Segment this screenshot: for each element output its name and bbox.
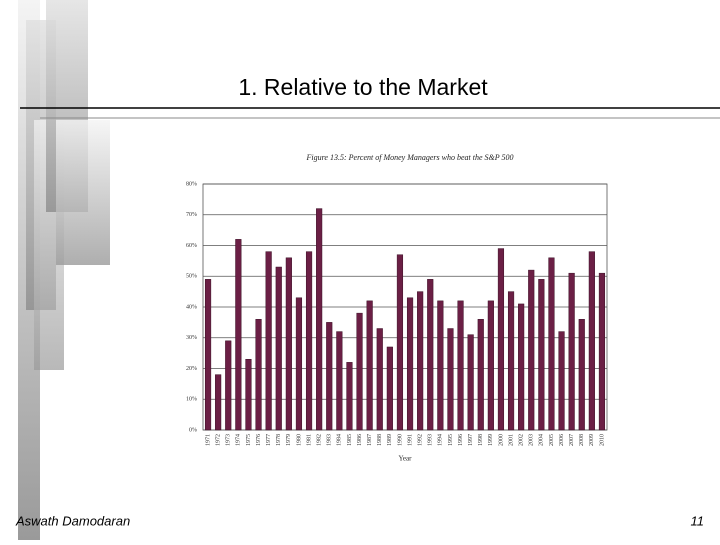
bar (437, 300, 444, 431)
x-tick-label: 1978 (276, 434, 282, 446)
x-tick-label: 1983 (327, 434, 333, 446)
bar (204, 279, 212, 431)
bar (285, 257, 292, 431)
x-tick-label: 1993 (428, 434, 434, 446)
x-tick-label: 1999 (488, 434, 494, 446)
y-tick-label: 30% (186, 335, 197, 341)
bar (538, 279, 545, 431)
y-tick-label: 60% (186, 243, 197, 249)
x-tick-label: 1991 (407, 434, 413, 446)
bar (427, 279, 434, 431)
bar (316, 208, 323, 431)
bar (507, 291, 515, 431)
x-tick-label: 1984 (337, 434, 343, 446)
x-tick-label: 2003 (529, 434, 535, 446)
x-tick-label: 1996 (458, 434, 464, 446)
y-tick-label: 10% (186, 397, 197, 403)
bar (366, 300, 373, 431)
bar (548, 257, 555, 431)
bar (305, 251, 313, 431)
x-tick-label: 1985 (347, 434, 353, 446)
bar (215, 374, 222, 431)
x-tick-label: 2010 (599, 434, 605, 446)
y-tick-label: 20% (186, 366, 197, 372)
x-axis-label: Year (399, 455, 413, 463)
bar (275, 266, 282, 431)
x-tick-label: 2000 (498, 434, 504, 446)
x-tick-label: 1994 (438, 434, 444, 446)
x-tick-label: 2002 (519, 434, 525, 446)
bar (396, 254, 404, 431)
bar (457, 300, 464, 431)
bar (568, 272, 575, 431)
bar (336, 331, 343, 431)
bar (376, 328, 383, 431)
bar (255, 319, 262, 431)
chart-title: Figure 13.5: Percent of Money Managers w… (306, 153, 514, 162)
x-tick-label: 1980 (296, 434, 302, 446)
x-tick-label: 1982 (317, 434, 323, 446)
x-tick-label: 1981 (306, 434, 312, 446)
bar (386, 346, 393, 431)
bar (225, 340, 232, 431)
x-tick-label: 1977 (266, 434, 272, 446)
bar (346, 362, 353, 431)
x-tick-label: 1992 (418, 434, 424, 446)
bar (467, 334, 474, 431)
x-tick-label: 1975 (246, 434, 252, 446)
y-tick-label: 0% (189, 427, 197, 433)
x-tick-label: 1973 (226, 434, 232, 446)
y-tick-label: 50% (186, 274, 197, 280)
x-tick-label: 1976 (256, 434, 262, 446)
x-tick-label: 1986 (357, 434, 363, 446)
x-tick-label: 1972 (216, 434, 222, 446)
x-tick-label: 2008 (579, 434, 585, 446)
bar (487, 300, 494, 431)
x-tick-label: 1989 (387, 434, 393, 446)
x-tick-label: 1979 (286, 434, 292, 446)
x-tick-label: 1995 (448, 434, 454, 446)
bar (588, 251, 595, 431)
bar (356, 312, 363, 431)
bar (578, 319, 585, 431)
bar (598, 272, 606, 431)
decoration (18, 0, 720, 540)
author: Aswath Damodaran (15, 513, 130, 528)
x-tick-label: 2006 (559, 434, 565, 446)
x-tick-label: 1971 (205, 434, 211, 446)
y-tick-label: 80% (186, 181, 197, 187)
x-tick-label: 1974 (236, 434, 242, 446)
x-tick-label: 1998 (478, 434, 484, 446)
bar (558, 331, 565, 431)
x-tick-label: 1997 (468, 434, 474, 446)
page-number: 11 (691, 513, 705, 528)
bar (245, 359, 252, 431)
slide-title: 1. Relative to the Market (238, 74, 488, 100)
bar (235, 239, 242, 431)
x-tick-label: 2001 (508, 434, 514, 446)
x-tick-label: 2005 (549, 434, 555, 446)
bar (417, 291, 424, 431)
bar (447, 328, 454, 431)
y-tick-label: 40% (186, 304, 197, 310)
x-tick-label: 1987 (367, 434, 373, 446)
x-tick-label: 2009 (589, 434, 595, 446)
x-tick-label: 1990 (397, 434, 403, 446)
bar (326, 322, 333, 431)
x-tick-label: 1988 (377, 434, 383, 446)
bar (265, 251, 272, 431)
bar (295, 297, 303, 431)
bar (477, 319, 484, 431)
x-tick-label: 2007 (569, 434, 575, 446)
x-tick-label: 2004 (539, 434, 545, 446)
bar (518, 303, 525, 431)
bar (528, 269, 535, 431)
bar (406, 297, 414, 431)
bar (497, 248, 505, 431)
y-tick-label: 70% (186, 212, 197, 218)
